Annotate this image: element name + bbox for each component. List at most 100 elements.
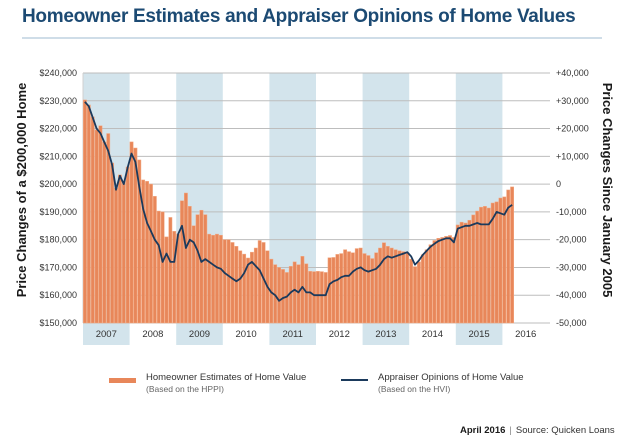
bar	[347, 251, 351, 324]
left-tick-label: $230,000	[39, 96, 77, 106]
bar	[451, 237, 456, 324]
left-axis-title: Price Changes of a $200,000 Home	[14, 83, 29, 298]
bar	[506, 189, 511, 324]
bar	[215, 233, 219, 324]
bar	[343, 249, 348, 324]
bar	[502, 196, 507, 324]
bar	[448, 235, 452, 324]
left-tick-label: $170,000	[39, 262, 77, 272]
bar	[354, 248, 359, 324]
right-tick-label: -50,000	[556, 318, 587, 328]
legend-label: Appraiser Opinions of Home Value	[378, 372, 524, 383]
bar	[203, 214, 208, 324]
year-label: 2007	[96, 329, 117, 340]
left-tick-label: $220,000	[39, 124, 77, 134]
bar	[471, 214, 476, 324]
right-tick-label: -30,000	[556, 262, 587, 272]
bar	[498, 197, 503, 324]
bar	[152, 196, 157, 324]
bar	[180, 200, 184, 324]
year-label: 2010	[236, 329, 257, 340]
year-label: 2012	[329, 329, 350, 340]
bar	[483, 206, 487, 324]
right-tick-label: +20,000	[556, 124, 589, 134]
bar	[475, 210, 480, 324]
year-band-2015	[455, 73, 503, 345]
year-label: 2016	[515, 329, 536, 340]
x-axis-year-labels: 2007 2008 2009 2010 2011 2012 2013 2014 2015 2016	[96, 329, 537, 340]
bar	[226, 239, 231, 324]
year-label: 2013	[375, 329, 396, 340]
bar	[455, 224, 460, 324]
bar	[304, 263, 309, 324]
bar	[296, 264, 301, 324]
right-tick-label: +30,000	[556, 96, 589, 106]
bar	[417, 261, 421, 324]
bar	[312, 271, 316, 324]
title-divider	[22, 37, 602, 39]
footer: April 2016 | Source: Quicken Loans	[460, 425, 615, 436]
appraiser-line	[84, 101, 513, 302]
bar	[257, 240, 262, 324]
bar	[327, 257, 332, 324]
right-tick-label: -10,000	[556, 207, 587, 217]
bar	[490, 202, 495, 324]
legend-line-swatch	[341, 379, 368, 381]
bar	[125, 166, 130, 324]
bar	[382, 242, 386, 324]
bar	[121, 180, 126, 324]
bar	[110, 162, 115, 324]
bar	[409, 258, 414, 324]
bar	[118, 174, 122, 324]
bar	[218, 234, 223, 324]
year-label: 2015	[469, 329, 490, 340]
bar	[436, 238, 441, 324]
bar	[90, 116, 95, 324]
bar	[413, 266, 417, 324]
bar	[397, 250, 402, 324]
bar	[172, 231, 177, 324]
legend-sublabel: (Based on the HPPI)	[146, 384, 224, 394]
footer-source: Source: Quicken Loans	[515, 425, 615, 436]
right-tick-label: -20,000	[556, 235, 587, 245]
bar	[319, 271, 324, 324]
bar	[440, 237, 445, 324]
right-tick-label: 0	[556, 179, 561, 189]
bar	[149, 183, 153, 324]
left-tick-label: $180,000	[39, 235, 77, 245]
bar	[242, 253, 247, 324]
left-tick-label: $160,000	[39, 290, 77, 300]
bar	[145, 181, 149, 324]
bar	[83, 99, 87, 324]
bar	[199, 209, 204, 324]
bar	[222, 239, 227, 324]
bar-series	[83, 99, 515, 324]
bar	[187, 206, 192, 324]
year-band-2013	[362, 73, 410, 345]
bar	[463, 222, 468, 324]
bar	[405, 252, 410, 324]
bar	[195, 214, 200, 324]
bar	[331, 257, 336, 324]
bar	[211, 234, 215, 324]
chart-title: Homeowner Estimates and Appraiser Opinio…	[22, 6, 576, 27]
bar	[389, 247, 394, 324]
right-tick-label: +10,000	[556, 151, 589, 161]
bar	[191, 225, 196, 324]
year-label: 2008	[142, 329, 163, 340]
right-axis-title: Price Changes Since January 2005	[600, 83, 615, 298]
bar	[510, 186, 515, 324]
bar	[459, 221, 464, 324]
left-tick-label: $240,000	[39, 68, 77, 78]
bar	[238, 250, 243, 324]
bar	[184, 192, 188, 324]
footer-separator: |	[509, 425, 512, 436]
bar	[335, 254, 340, 324]
bar	[160, 211, 165, 324]
bar	[250, 251, 254, 324]
footer-date: April 2016	[460, 425, 506, 436]
line-series	[84, 101, 513, 302]
left-tick-label: $190,000	[39, 207, 77, 217]
legend-bar-swatch	[109, 378, 136, 383]
bar	[374, 252, 379, 324]
